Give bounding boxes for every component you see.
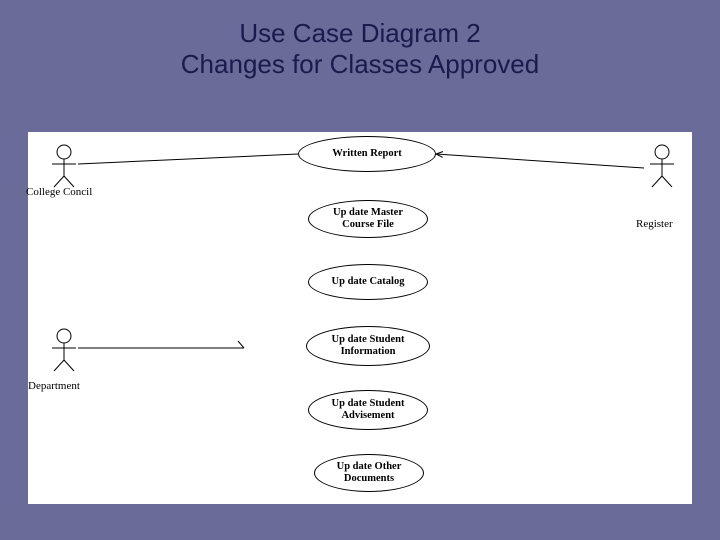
usecase-label: Up date StudentAdvisement: [332, 398, 405, 422]
usecase-update-other: Up date OtherDocuments: [314, 454, 424, 492]
actor-label-register: Register: [636, 218, 673, 230]
usecase-update-catalog: Up date Catalog: [308, 264, 428, 300]
title-line-1: Use Case Diagram 2: [0, 18, 720, 49]
person-icon: [50, 328, 78, 372]
connectors-layer: [28, 132, 692, 504]
usecase-label: Up date MasterCourse File: [333, 207, 403, 231]
usecase-label: Up date Catalog: [332, 276, 405, 288]
usecase-update-student-adv: Up date StudentAdvisement: [308, 390, 428, 430]
slide-title: Use Case Diagram 2 Changes for Classes A…: [0, 0, 720, 80]
actor-register: [648, 144, 676, 188]
usecase-label: Up date StudentInformation: [332, 334, 405, 358]
usecase-update-master: Up date MasterCourse File: [308, 200, 428, 238]
usecase-written-report: Written Report: [298, 136, 436, 172]
usecase-label: Up date OtherDocuments: [337, 461, 402, 485]
actor-label-department: Department: [28, 380, 80, 392]
title-line-2: Changes for Classes Approved: [0, 49, 720, 80]
usecase-label: Written Report: [332, 148, 402, 160]
actor-college-concil: [50, 144, 78, 188]
usecase-diagram: College Concil Register Department Writt…: [28, 132, 692, 504]
usecase-update-student-info: Up date StudentInformation: [306, 326, 430, 366]
actor-label-college-concil: College Concil: [26, 186, 92, 198]
person-icon: [648, 144, 676, 188]
actor-department: [50, 328, 78, 372]
person-icon: [50, 144, 78, 188]
